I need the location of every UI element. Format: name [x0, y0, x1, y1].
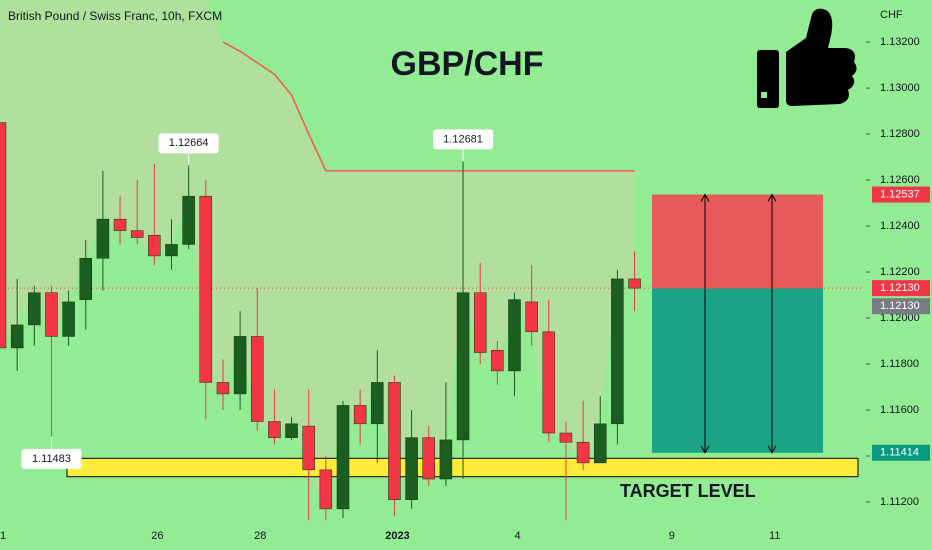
candle-body [594, 423, 607, 464]
y-tick-label: 1.11600 [880, 404, 919, 416]
annotation-label: 1.11483 [32, 453, 71, 465]
y-tick-label: 1.12000 [880, 312, 920, 324]
y-axis-label: CHF [880, 9, 903, 21]
x-tick-label: 1 [0, 530, 6, 542]
candle-body [62, 301, 75, 337]
candle-body [302, 425, 315, 471]
trend-area [0, 0, 635, 509]
y-tick-label: 1.13000 [880, 82, 920, 94]
y-tick-label: 1.11800 [880, 358, 919, 370]
candle-body [28, 292, 41, 326]
candle-body [559, 432, 573, 443]
candle-body [542, 331, 556, 434]
candle-body [491, 349, 504, 372]
price-tag [872, 444, 930, 461]
x-tick-label: 28 [254, 530, 266, 542]
price-tag-label: 1.12130 [880, 282, 920, 294]
candle-body [508, 299, 521, 372]
candle-body [96, 218, 110, 259]
candle-body [611, 278, 624, 425]
candle-body [251, 336, 264, 422]
candle-body [525, 301, 538, 333]
annotation-label: 1.12664 [169, 137, 209, 149]
candle-body [422, 437, 435, 480]
price-tag [872, 298, 930, 315]
candle-body [148, 234, 161, 257]
chart-title: GBP/CHF [391, 45, 544, 83]
x-tick-label: 2023 [385, 530, 409, 542]
candle-body [130, 230, 144, 238]
candle-body [79, 257, 92, 300]
price-tag [872, 186, 930, 203]
candle-body [473, 292, 487, 353]
candle-body [268, 421, 281, 438]
zone-label: TARGET LEVEL [620, 481, 756, 501]
y-tick-label: 1.13200 [880, 36, 920, 48]
arrow-head [767, 193, 777, 454]
candle-body [45, 292, 58, 337]
target-box [652, 288, 823, 453]
area-layer [0, 0, 635, 509]
candle-body [113, 218, 127, 231]
candle-body [628, 278, 641, 289]
candle-body [182, 195, 195, 245]
annotation-box [433, 129, 494, 150]
candle-body [456, 292, 470, 441]
annotation-box [21, 448, 82, 469]
candle-body [319, 469, 333, 510]
mark-layer: 1.13200 1.13000 1.12800 1.12600 1.12400 1.122… [0, 36, 930, 542]
price-tag-label: 1.11414 [880, 447, 919, 459]
candle-body [371, 382, 384, 425]
price-tag-label: 1.12130 [880, 300, 920, 312]
candle-body [216, 382, 230, 395]
candle-body [199, 195, 213, 383]
x-tick-label: 26 [151, 530, 163, 542]
header: British Pound / Swiss Franc, 10h, FXCM [8, 9, 222, 23]
candle-body [353, 405, 367, 425]
candle-body [165, 244, 178, 257]
price-tag-label: 1.12537 [880, 188, 920, 200]
y-tick-label: 1.12600 [880, 174, 920, 186]
trend-line [222, 41, 635, 172]
x-tick-label: 11 [769, 530, 780, 542]
candle-body [388, 382, 401, 500]
candle-body [576, 441, 590, 464]
candle-body [0, 122, 7, 349]
y-tick-label: 1.12200 [880, 266, 920, 278]
candle-body [439, 439, 453, 480]
candle-body [10, 324, 24, 349]
arrow-head [700, 193, 710, 454]
y-tick-label: 1.12400 [880, 220, 920, 232]
thumbs-up-icon [757, 8, 857, 108]
candle-body [285, 423, 298, 438]
annotation-box [158, 133, 219, 154]
candle-body [336, 405, 350, 510]
stop-box [652, 194, 823, 289]
y-tick-label: 1.11200 [880, 496, 919, 508]
annotation-label: 1.12681 [443, 133, 483, 145]
candle-body [405, 437, 418, 500]
target-zone [66, 457, 859, 478]
candle-body [233, 336, 247, 395]
price-tag [872, 280, 930, 297]
x-tick-label: 4 [514, 530, 520, 542]
x-tick-label: 9 [669, 530, 675, 542]
y-tick-label: 1.12800 [880, 128, 920, 140]
